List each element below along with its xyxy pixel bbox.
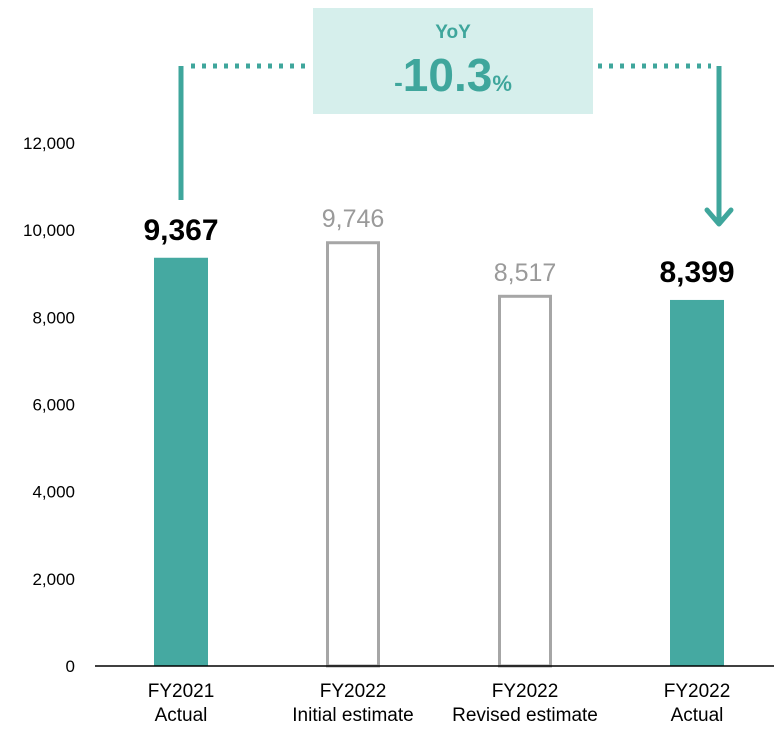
x-tick-label: Actual xyxy=(155,705,208,726)
x-tick-label: FY2022 xyxy=(664,681,731,702)
bar xyxy=(154,257,208,666)
yoy-sign: - xyxy=(394,67,403,97)
yoy-number: 10.3 xyxy=(402,49,493,101)
yoy-value: -10.3% xyxy=(313,48,593,102)
x-tick-label: Initial estimate xyxy=(292,705,413,726)
y-tick-label: 12,000 xyxy=(23,134,75,153)
y-tick-label: 4,000 xyxy=(32,483,75,502)
data-label: 8,399 xyxy=(659,256,734,289)
y-tick-label: 6,000 xyxy=(32,396,75,415)
x-tick-label: FY2021 xyxy=(148,681,215,702)
y-tick-label: 10,000 xyxy=(23,221,75,240)
x-tick-label: Actual xyxy=(671,705,724,726)
arrow-down-icon xyxy=(704,207,734,227)
data-label: 9,746 xyxy=(322,205,385,233)
x-tick-label: Revised estimate xyxy=(452,705,598,726)
x-tick-label: FY2022 xyxy=(320,681,387,702)
data-label: 9,367 xyxy=(143,214,218,247)
y-tick-label: 8,000 xyxy=(32,308,75,327)
data-label: 8,517 xyxy=(494,259,557,287)
bar xyxy=(670,299,724,666)
y-tick-label: 2,000 xyxy=(32,570,75,589)
y-tick-label: 0 xyxy=(66,657,75,676)
yoy-callout: YoY -10.3% xyxy=(313,8,593,114)
yoy-unit: % xyxy=(492,71,512,96)
bar xyxy=(326,241,380,668)
bar xyxy=(498,294,552,668)
yoy-title: YoY xyxy=(435,22,471,43)
x-tick-label: FY2022 xyxy=(492,681,559,702)
